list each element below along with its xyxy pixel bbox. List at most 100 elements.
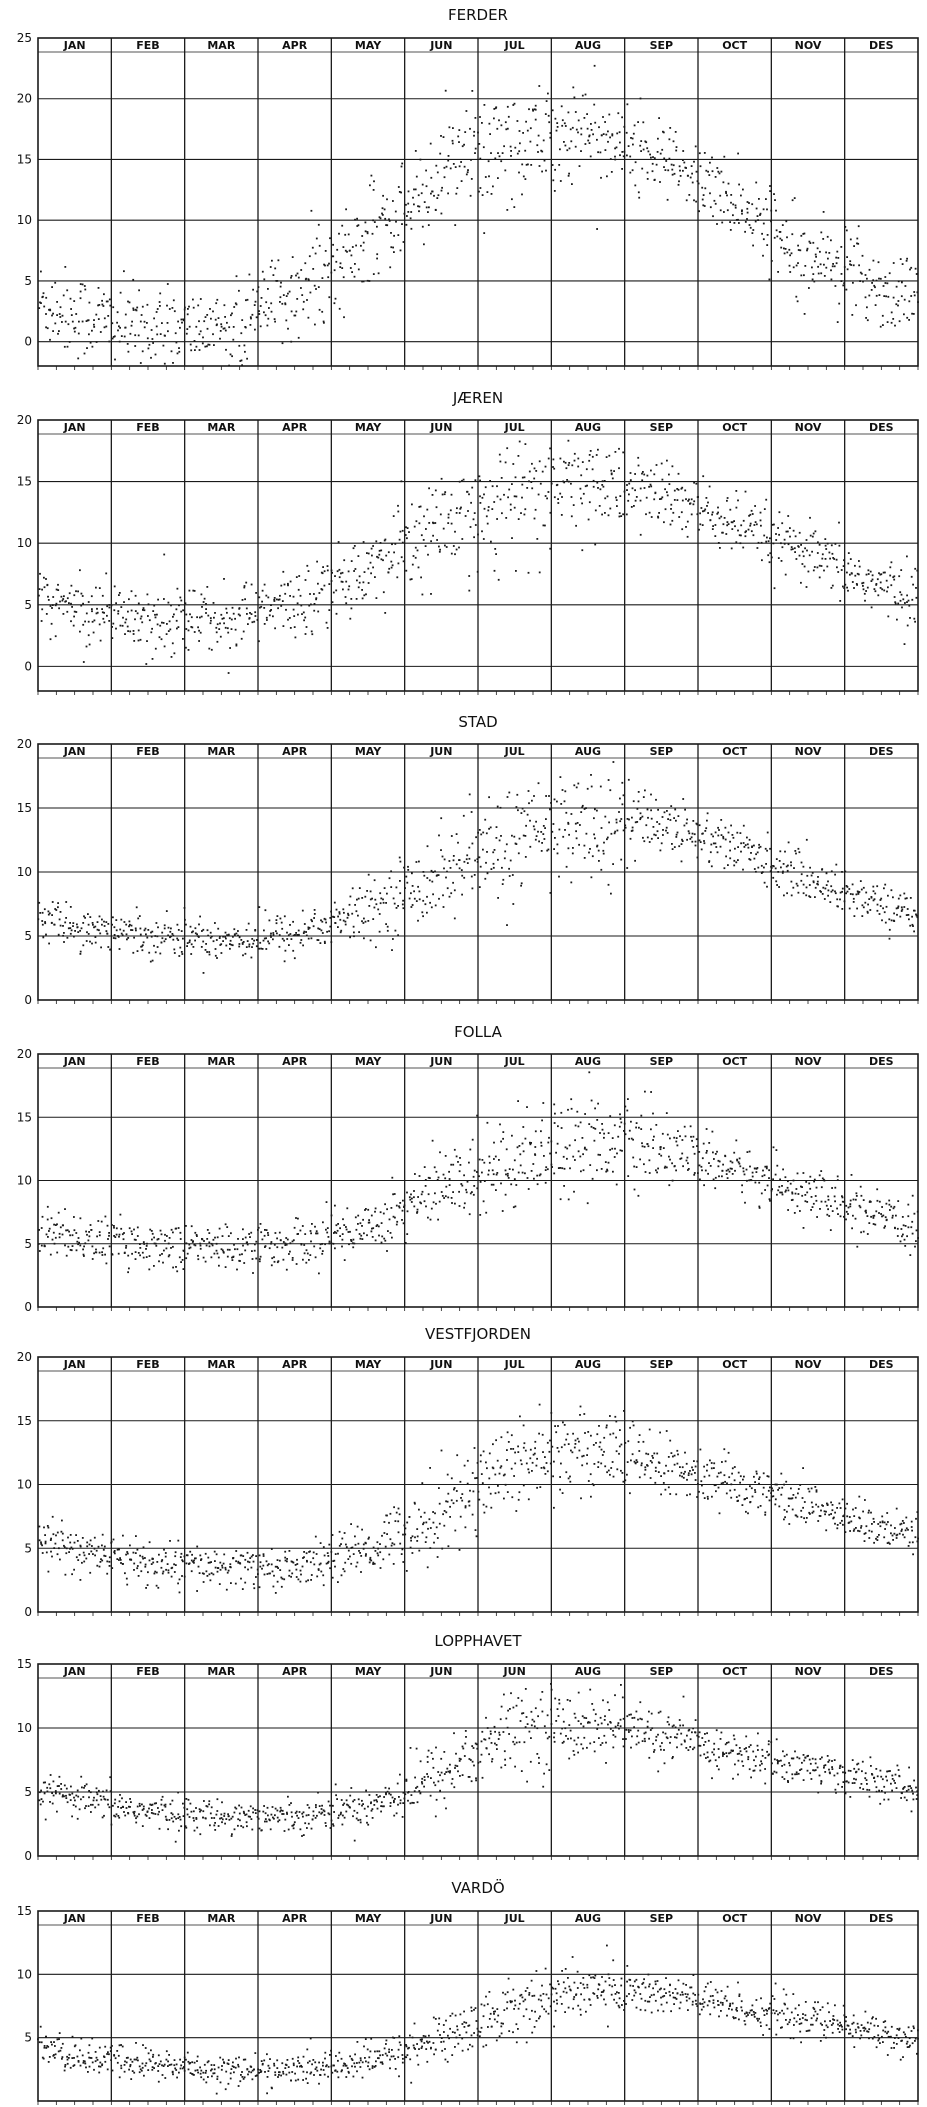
data-point <box>805 894 808 897</box>
data-point <box>174 1551 177 1554</box>
data-point <box>563 1167 566 1170</box>
data-point <box>731 834 734 836</box>
data-point <box>643 487 646 489</box>
data-point <box>135 929 137 932</box>
data-point <box>552 466 554 468</box>
data-point <box>594 837 596 840</box>
data-point <box>721 531 723 534</box>
data-point <box>810 1209 812 1211</box>
data-point <box>394 543 397 545</box>
data-point <box>357 1223 359 1225</box>
data-point <box>588 135 591 138</box>
data-point <box>360 1234 363 1237</box>
data-point <box>436 197 439 199</box>
data-point <box>185 332 188 335</box>
data-point <box>795 264 798 267</box>
data-point <box>56 301 58 303</box>
data-point <box>384 217 387 220</box>
data-point <box>518 130 521 132</box>
data-point <box>273 1260 276 1263</box>
data-point <box>665 829 667 832</box>
data-point <box>55 602 58 605</box>
data-point <box>506 209 509 211</box>
data-point <box>648 485 650 488</box>
data-point <box>174 332 177 335</box>
data-point <box>394 210 397 213</box>
data-point <box>737 218 739 221</box>
data-point <box>593 817 595 820</box>
data-point <box>493 501 496 503</box>
data-point <box>202 972 205 974</box>
data-point <box>504 1193 507 1196</box>
data-point <box>804 547 806 550</box>
data-point <box>63 941 65 943</box>
data-point <box>257 1229 259 1231</box>
data-point <box>561 124 564 127</box>
data-point <box>601 513 603 516</box>
data-point <box>768 1169 770 1172</box>
data-point <box>85 1230 87 1233</box>
data-point <box>648 511 651 514</box>
data-point <box>866 1233 869 1235</box>
data-point <box>909 897 912 899</box>
data-point <box>333 901 336 904</box>
data-point <box>38 1525 41 1528</box>
month-label: SEP <box>650 421 674 434</box>
data-point <box>745 1168 748 1171</box>
data-point <box>413 897 416 900</box>
data-point <box>253 304 256 306</box>
data-point <box>518 171 520 174</box>
data-point <box>574 1159 576 1161</box>
data-point <box>101 611 104 614</box>
data-point <box>96 1564 99 1567</box>
data-point <box>844 870 847 873</box>
data-point <box>175 619 178 622</box>
data-point <box>856 242 858 245</box>
data-point <box>143 326 146 329</box>
data-point <box>503 493 505 496</box>
data-point <box>115 929 118 932</box>
data-point <box>754 220 757 223</box>
data-point <box>124 1572 126 1575</box>
data-point <box>839 600 842 602</box>
data-point <box>268 919 271 922</box>
data-point <box>40 1543 43 1545</box>
data-point <box>421 183 424 186</box>
data-point <box>115 1233 118 1236</box>
y-tick-label: 15 <box>17 1110 32 1124</box>
data-point <box>455 548 458 551</box>
data-point <box>634 499 637 502</box>
data-point <box>366 232 369 235</box>
data-point <box>876 885 879 888</box>
data-point <box>755 853 757 856</box>
data-point <box>416 1212 418 1214</box>
data-point <box>390 232 392 234</box>
data-point <box>807 570 810 573</box>
data-point <box>618 131 621 134</box>
data-point <box>362 581 365 584</box>
data-point <box>392 1193 394 1196</box>
data-point <box>263 311 265 314</box>
data-point <box>574 1124 577 1127</box>
data-point <box>67 323 70 326</box>
data-point <box>117 612 120 615</box>
data-point <box>754 1181 757 1184</box>
data-point <box>160 941 163 944</box>
month-label: JUL <box>504 745 525 758</box>
data-point <box>324 250 327 252</box>
data-point <box>862 906 865 909</box>
data-point <box>106 1560 109 1563</box>
data-point <box>586 127 589 130</box>
data-point <box>594 1107 596 1110</box>
data-point <box>377 1225 380 1228</box>
data-point <box>830 239 832 242</box>
data-point <box>491 1169 494 1172</box>
data-point <box>196 616 198 619</box>
data-point <box>437 874 440 876</box>
data-point <box>430 192 432 195</box>
data-point <box>292 934 295 937</box>
data-point <box>401 162 404 165</box>
data-point <box>483 1161 486 1164</box>
data-point <box>676 831 679 834</box>
data-point <box>490 1183 493 1186</box>
